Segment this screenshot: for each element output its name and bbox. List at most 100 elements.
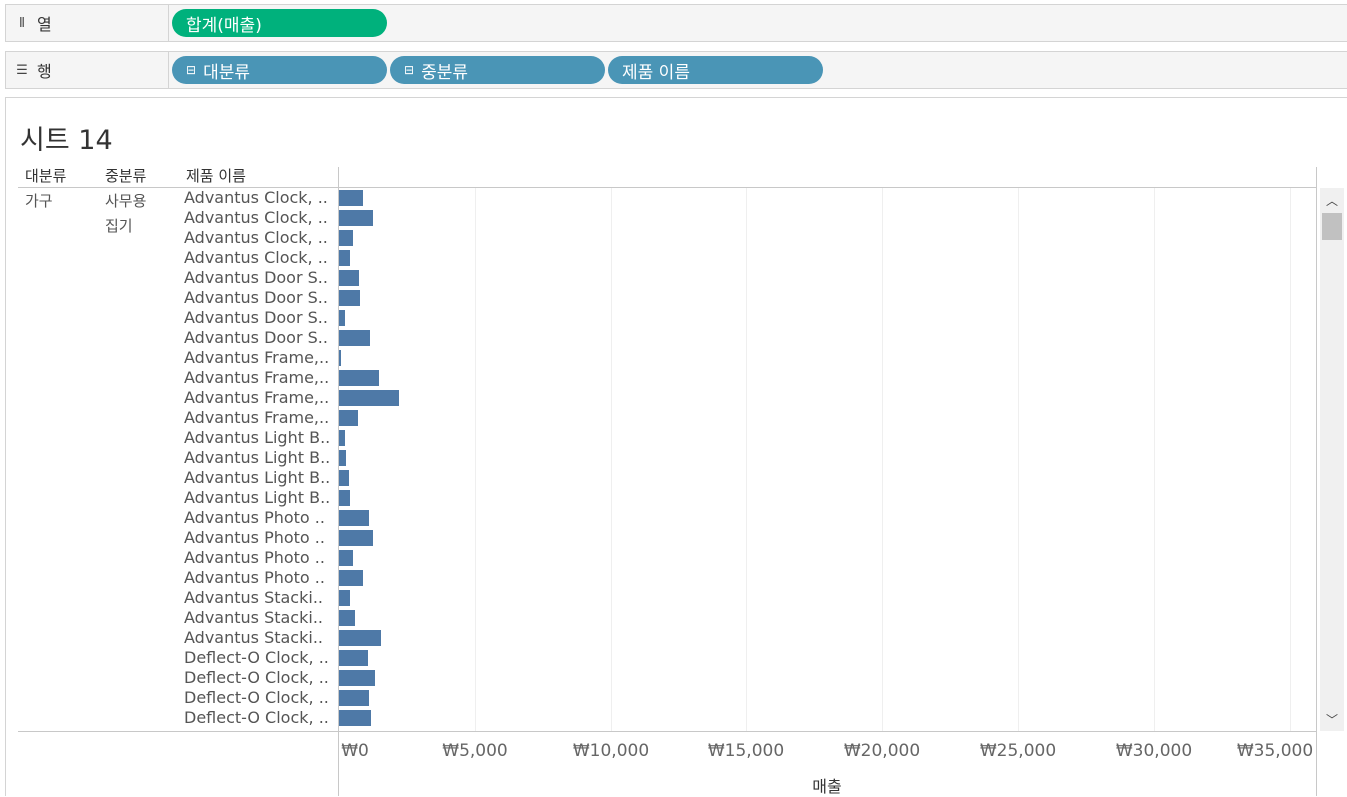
product-label[interactable]: Advantus Stacki..	[184, 608, 323, 627]
x-tick-label: ₩5,000	[442, 741, 508, 761]
x-tick-label: ₩30,000	[1115, 741, 1193, 761]
x-tick-label: ₩15,000	[707, 741, 785, 761]
bar[interactable]	[339, 290, 360, 306]
bar[interactable]	[339, 350, 341, 366]
gridline	[882, 188, 883, 731]
bar[interactable]	[339, 650, 368, 666]
x-tick-label: ₩35,000	[1236, 741, 1314, 761]
pill-subcategory[interactable]: ⊟ 중분류	[390, 56, 605, 84]
header-divider	[18, 187, 1316, 188]
right-border	[1316, 167, 1317, 796]
bar[interactable]	[339, 390, 399, 406]
product-label[interactable]: Advantus Stacki..	[184, 588, 323, 607]
product-label[interactable]: Advantus Clock, ..	[184, 228, 328, 247]
bar[interactable]	[339, 630, 381, 646]
bar[interactable]	[339, 570, 363, 586]
subcategory-cell-line1: 사무용	[105, 192, 147, 210]
rows-shelf-label: ☰ 행	[6, 52, 169, 88]
rows-label: 행	[37, 62, 52, 81]
bar[interactable]	[339, 250, 350, 266]
gridline	[475, 188, 476, 731]
rows-shelf[interactable]: ☰ 행 ⊟ 대분류 ⊟ 중분류 제품 이름	[5, 51, 1347, 89]
bar[interactable]	[339, 470, 349, 486]
columns-shelf-label: ⦀ 열	[6, 5, 169, 41]
product-label[interactable]: Advantus Door S..	[184, 308, 328, 327]
product-label[interactable]: Advantus Photo ..	[184, 568, 325, 587]
columns-label: 열	[37, 15, 52, 34]
bar[interactable]	[339, 610, 355, 626]
gridline	[1290, 188, 1291, 731]
product-label[interactable]: Deflect-O Clock, ..	[184, 648, 329, 667]
scroll-thumb[interactable]	[1322, 213, 1342, 240]
product-label[interactable]: Advantus Clock, ..	[184, 248, 328, 267]
bar[interactable]	[339, 270, 359, 286]
x-tick-label: ₩20,000	[843, 741, 921, 761]
product-label[interactable]: Advantus Light B..	[184, 488, 331, 507]
gridline	[1018, 188, 1019, 731]
product-label[interactable]: Advantus Photo ..	[184, 548, 325, 567]
product-label[interactable]: Advantus Light B..	[184, 468, 331, 487]
axis-line	[338, 167, 339, 796]
bar[interactable]	[339, 590, 350, 606]
x-tick-label: ₩0	[341, 741, 369, 761]
header-category[interactable]: 대분류	[25, 167, 67, 185]
bar[interactable]	[339, 690, 369, 706]
product-label[interactable]: Advantus Frame,..	[184, 348, 330, 367]
bar[interactable]	[339, 410, 358, 426]
gridline	[746, 188, 747, 731]
pill-subcategory-label: 중분류	[421, 62, 468, 83]
product-label[interactable]: Advantus Clock, ..	[184, 208, 328, 227]
category-cell: 가구	[25, 192, 53, 210]
vertical-scrollbar[interactable]: ︿ ﹀	[1320, 188, 1344, 731]
bar[interactable]	[339, 430, 345, 446]
sheet-title: 시트 14	[20, 125, 113, 156]
bar[interactable]	[339, 490, 350, 506]
product-label[interactable]: Advantus Frame,..	[184, 388, 330, 407]
axis-title: 매출	[812, 777, 842, 796]
columns-shelf[interactable]: ⦀ 열 합계(매출)	[5, 4, 1347, 42]
gridline	[611, 188, 612, 731]
scroll-down-icon[interactable]: ﹀	[1325, 712, 1338, 727]
scroll-up-icon[interactable]: ︿	[1325, 193, 1338, 208]
bar[interactable]	[339, 510, 369, 526]
bar[interactable]	[339, 450, 346, 466]
bar[interactable]	[339, 310, 345, 326]
header-product-name[interactable]: 제품 이름	[186, 167, 246, 185]
bar[interactable]	[339, 370, 379, 386]
bar[interactable]	[339, 330, 370, 346]
bar[interactable]	[339, 710, 371, 726]
rows-icon: ☰	[16, 62, 28, 78]
x-tick-label: ₩25,000	[979, 741, 1057, 761]
product-label[interactable]: Advantus Photo ..	[184, 508, 325, 527]
pill-category-label: 대분류	[203, 62, 250, 83]
product-label[interactable]: Deflect-O Clock, ..	[184, 708, 329, 727]
bar[interactable]	[339, 230, 353, 246]
collapse-icon[interactable]: ⊟	[186, 63, 197, 77]
bar[interactable]	[339, 530, 373, 546]
product-label[interactable]: Advantus Door S..	[184, 288, 328, 307]
product-label[interactable]: Advantus Photo ..	[184, 528, 325, 547]
product-label[interactable]: Deflect-O Clock, ..	[184, 668, 329, 687]
header-subcategory[interactable]: 중분류	[105, 167, 147, 185]
product-label[interactable]: Advantus Stacki..	[184, 628, 323, 647]
product-label[interactable]: Advantus Frame,..	[184, 368, 330, 387]
collapse-icon[interactable]: ⊟	[404, 63, 415, 77]
product-label[interactable]: Advantus Door S..	[184, 328, 328, 347]
pill-product-name-label: 제품 이름	[622, 62, 690, 83]
product-label[interactable]: Advantus Door S..	[184, 268, 328, 287]
pill-product-name[interactable]: 제품 이름	[608, 56, 823, 84]
bar[interactable]	[339, 190, 363, 206]
product-label[interactable]: Deflect-O Clock, ..	[184, 688, 329, 707]
bar[interactable]	[339, 670, 375, 686]
gridline	[1154, 188, 1155, 731]
view-area	[5, 97, 1347, 796]
product-label[interactable]: Advantus Light B..	[184, 448, 331, 467]
bar[interactable]	[339, 210, 373, 226]
bar[interactable]	[339, 550, 353, 566]
pill-sum-sales-label: 합계(매출)	[186, 15, 262, 36]
product-label[interactable]: Advantus Clock, ..	[184, 188, 328, 207]
pill-category[interactable]: ⊟ 대분류	[172, 56, 387, 84]
product-label[interactable]: Advantus Light B..	[184, 428, 331, 447]
pill-sum-sales[interactable]: 합계(매출)	[172, 9, 387, 37]
product-label[interactable]: Advantus Frame,..	[184, 408, 330, 427]
